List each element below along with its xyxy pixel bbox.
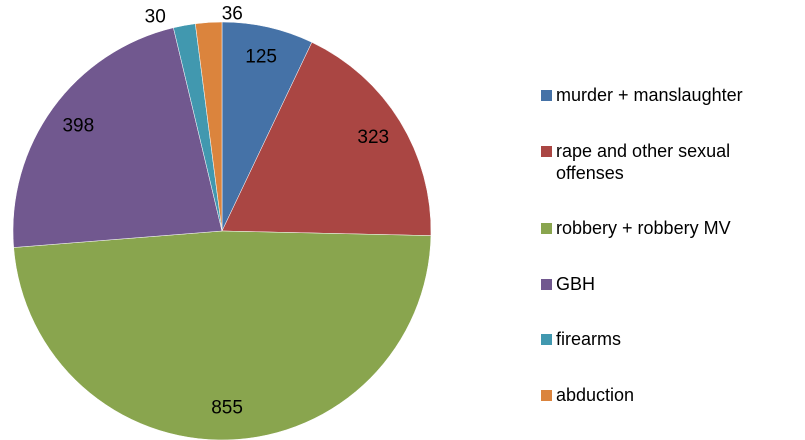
legend-item: GBH xyxy=(541,273,803,295)
legend-swatch xyxy=(541,278,552,290)
legend-item: murder + manslaughter xyxy=(541,84,803,106)
legend-label: abduction xyxy=(556,384,635,405)
legend-label: GBH xyxy=(556,273,596,294)
data-label: 855 xyxy=(211,398,243,419)
pie-slice xyxy=(195,21,223,232)
legend-swatch xyxy=(541,223,552,235)
legend-item: rape and other sexual offenses xyxy=(541,140,803,184)
data-label: 30 xyxy=(145,7,166,28)
legend-label: murder + manslaughter xyxy=(556,85,743,105)
legend-swatch xyxy=(541,389,552,401)
data-label: 398 xyxy=(62,116,94,137)
legend-item: firearms xyxy=(541,328,803,350)
legend-swatch xyxy=(541,145,552,157)
legend-label: robbery + robbery MV xyxy=(556,218,731,239)
legend-label: rape and other sexual offenses xyxy=(556,140,731,183)
data-label: 323 xyxy=(357,127,389,148)
data-label: 36 xyxy=(222,3,243,24)
data-label: 125 xyxy=(245,47,277,68)
legend-item: abduction xyxy=(541,384,803,406)
legend: murder + manslaughter rape and other sexu… xyxy=(541,84,803,406)
pie-slice xyxy=(12,27,223,248)
legend-label: firearms xyxy=(556,329,622,350)
pie-slice xyxy=(221,41,432,236)
legend-swatch xyxy=(541,334,552,346)
legend-item: robbery + robbery MV xyxy=(541,217,803,239)
legend-swatch xyxy=(541,90,552,101)
